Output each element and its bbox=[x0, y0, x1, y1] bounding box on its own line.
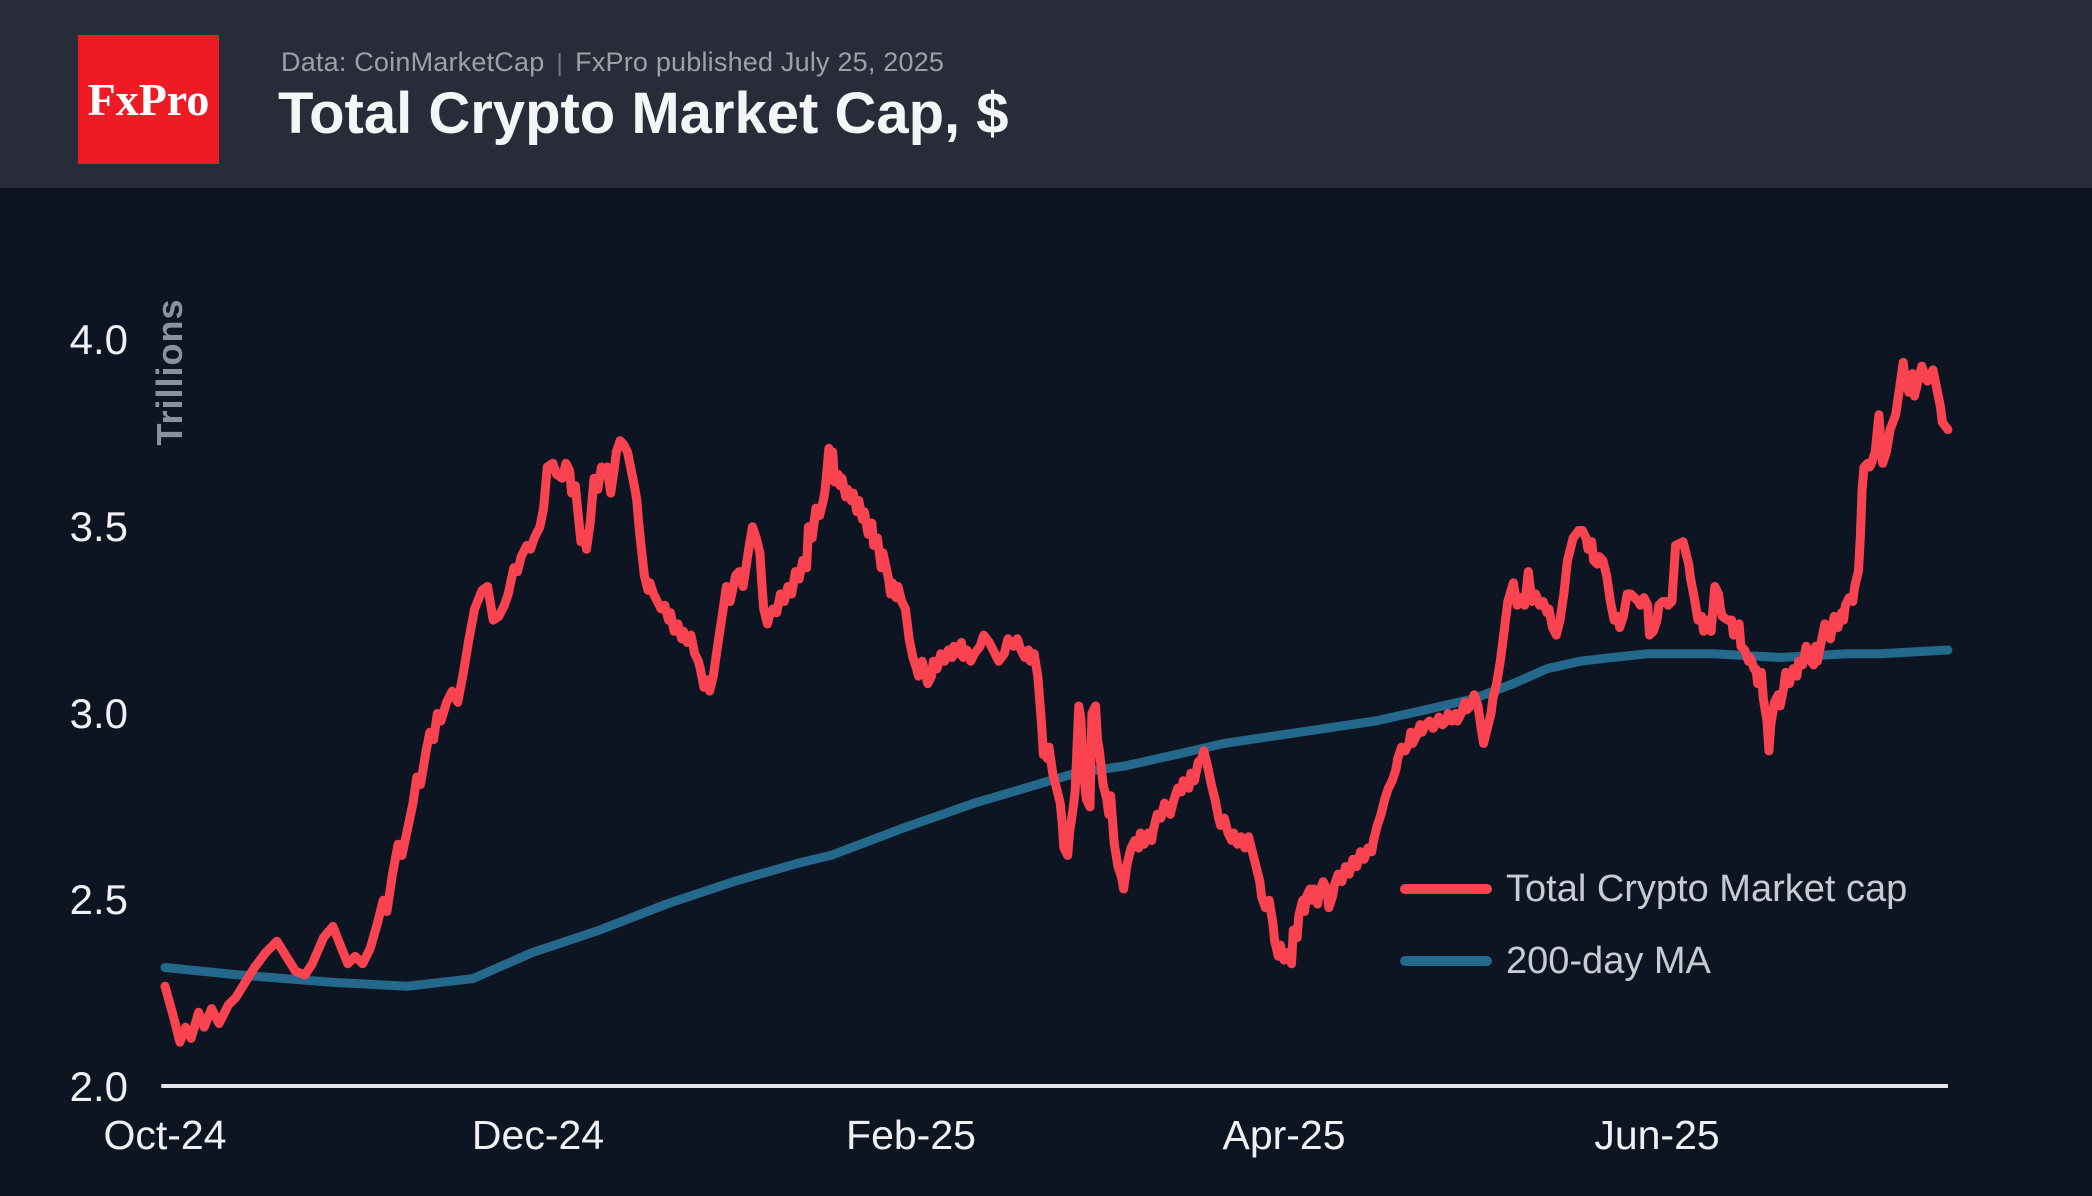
header-bar: FxPro Data: CoinMarketCap | FxPro publishe… bbox=[0, 0, 2092, 188]
y-axis-title: Trillions bbox=[149, 298, 190, 446]
x-tick-label: Jun-25 bbox=[1594, 1112, 1720, 1158]
market-cap-line-swatch bbox=[1400, 884, 1492, 894]
y-tick-label: 4.0 bbox=[69, 316, 128, 363]
x-tick-label: Oct-24 bbox=[103, 1112, 227, 1158]
data-source-text: Data: CoinMarketCap bbox=[281, 47, 545, 77]
legend-label-ma: 200-day MA bbox=[1506, 939, 1711, 982]
y-tick-label: 2.5 bbox=[69, 876, 128, 924]
series-line-market-cap bbox=[160, 357, 1953, 1047]
series-line-ma bbox=[160, 645, 1953, 991]
ma-line-swatch bbox=[1400, 956, 1492, 966]
chart-source-line: Data: CoinMarketCap | FxPro published July… bbox=[281, 47, 944, 78]
x-tick-label: Dec-24 bbox=[471, 1112, 605, 1158]
fxpro-logo-text: FxPro bbox=[87, 74, 210, 125]
fxpro-logo: FxPro bbox=[78, 35, 219, 164]
legend-item-ma: 200-day MA bbox=[1400, 936, 1907, 986]
separator: | bbox=[556, 49, 564, 77]
published-text: FxPro published July 25, 2025 bbox=[575, 47, 945, 77]
chart-legend: Total Crypto Market cap 200-day MA bbox=[1400, 864, 1907, 1008]
y-tick-label: 2.0 bbox=[69, 1063, 128, 1110]
legend-item-market-cap: Total Crypto Market cap bbox=[1400, 864, 1907, 914]
y-tick-label: 3.0 bbox=[69, 689, 128, 737]
legend-label-market-cap: Total Crypto Market cap bbox=[1506, 867, 1908, 910]
chart-title: Total Crypto Market Cap, $ bbox=[278, 81, 1009, 146]
x-tick-label: Feb-25 bbox=[846, 1112, 976, 1158]
x-tick-label: Apr-25 bbox=[1222, 1112, 1346, 1158]
y-tick-label: 3.5 bbox=[69, 502, 128, 550]
